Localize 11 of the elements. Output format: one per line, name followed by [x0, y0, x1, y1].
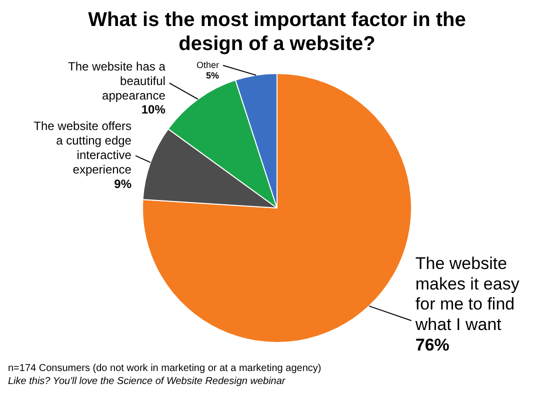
chart-title: What is the most important factor in the design of a website?	[87, 8, 467, 57]
slice-label: The website makes it easy for me to find what I want	[414, 254, 520, 334]
text: n=174 Consumers (do not work in marketing or at a marketing agency)	[8, 362, 322, 375]
slice-label: Other	[196, 60, 220, 70]
data-label: 9%	[114, 176, 132, 191]
slice-label: The website offers a cutting edge interactive experience	[34, 119, 132, 176]
text: Like this? You'll love the Science of Website Redesign webinar	[8, 375, 286, 388]
data-label: 5%	[206, 70, 220, 81]
data-label: 10%	[141, 102, 166, 117]
data-label: 76%	[415, 335, 450, 354]
slice-label: The website has a beautiful appearance	[68, 60, 166, 102]
